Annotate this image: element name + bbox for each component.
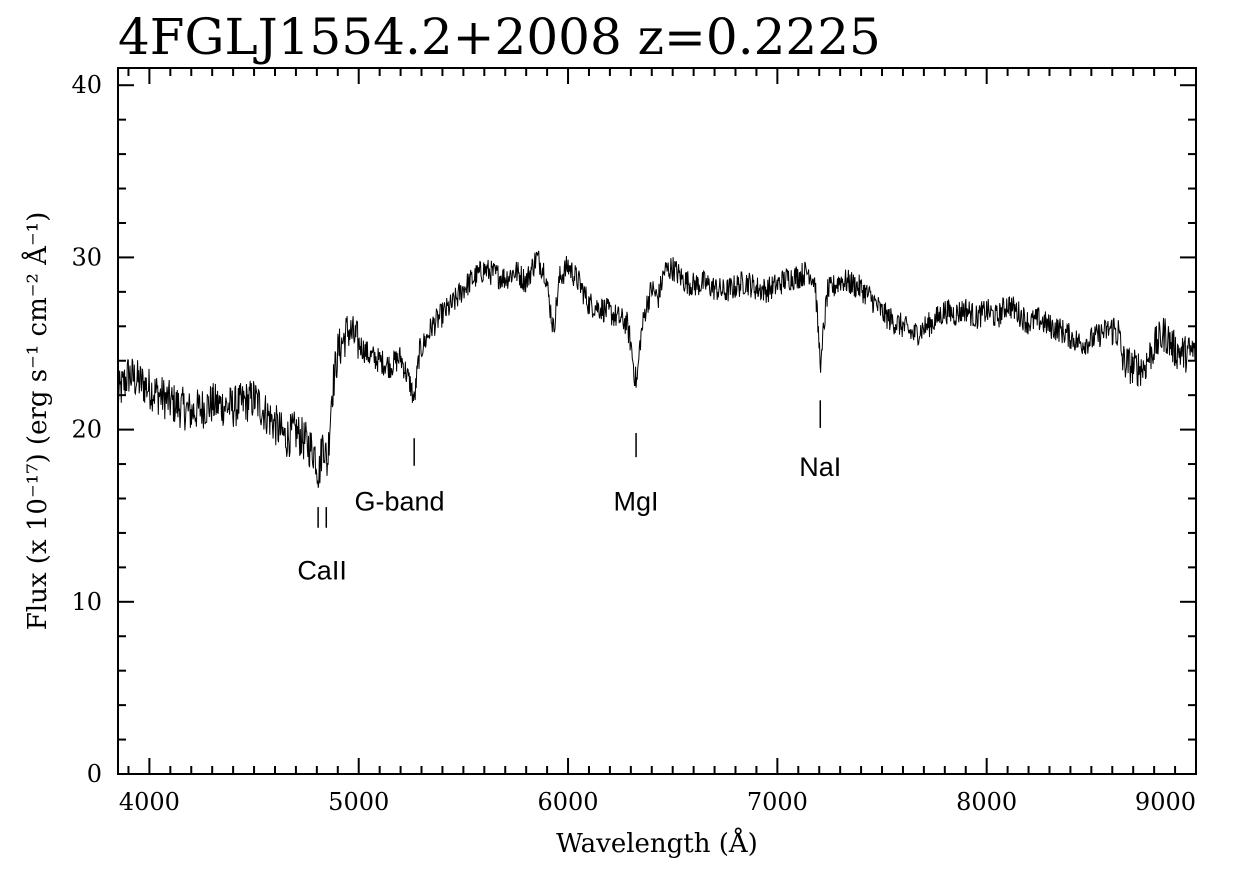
x-tick-label: 9000 xyxy=(1135,788,1196,816)
y-tick-label: 10 xyxy=(71,588,102,616)
line-label: NaI xyxy=(799,452,841,482)
x-tick-label: 5000 xyxy=(328,788,389,816)
line-label: CaII xyxy=(297,555,347,585)
plot-frame xyxy=(117,67,1197,775)
spectrum-line xyxy=(117,250,1197,488)
x-tick-label: 4000 xyxy=(119,788,180,816)
line-annotations: CaII G-band MgI NaI xyxy=(297,400,841,585)
line-label: G-band xyxy=(355,487,445,517)
x-tick-label: 7000 xyxy=(747,788,808,816)
chart-title: 4FGLJ1554.2+2008 z=0.2225 xyxy=(118,8,881,66)
y-tick-label: 30 xyxy=(71,243,102,271)
y-tick-label: 20 xyxy=(71,416,102,444)
y-axis-label: Flux (x 10⁻¹⁷) (erg s⁻¹ cm⁻² Å⁻¹) xyxy=(21,212,53,630)
y-axis: 0 10 20 30 40 xyxy=(71,71,1196,788)
y-tick-label: 40 xyxy=(71,71,102,99)
x-tick-label: 6000 xyxy=(537,788,598,816)
line-label: MgI xyxy=(614,487,659,517)
x-axis-label: Wavelength (Å) xyxy=(556,827,758,859)
x-tick-label: 8000 xyxy=(956,788,1017,816)
x-axis: 4000 5000 6000 7000 8000 9000 xyxy=(119,68,1197,816)
y-tick-label: 0 xyxy=(87,760,102,788)
